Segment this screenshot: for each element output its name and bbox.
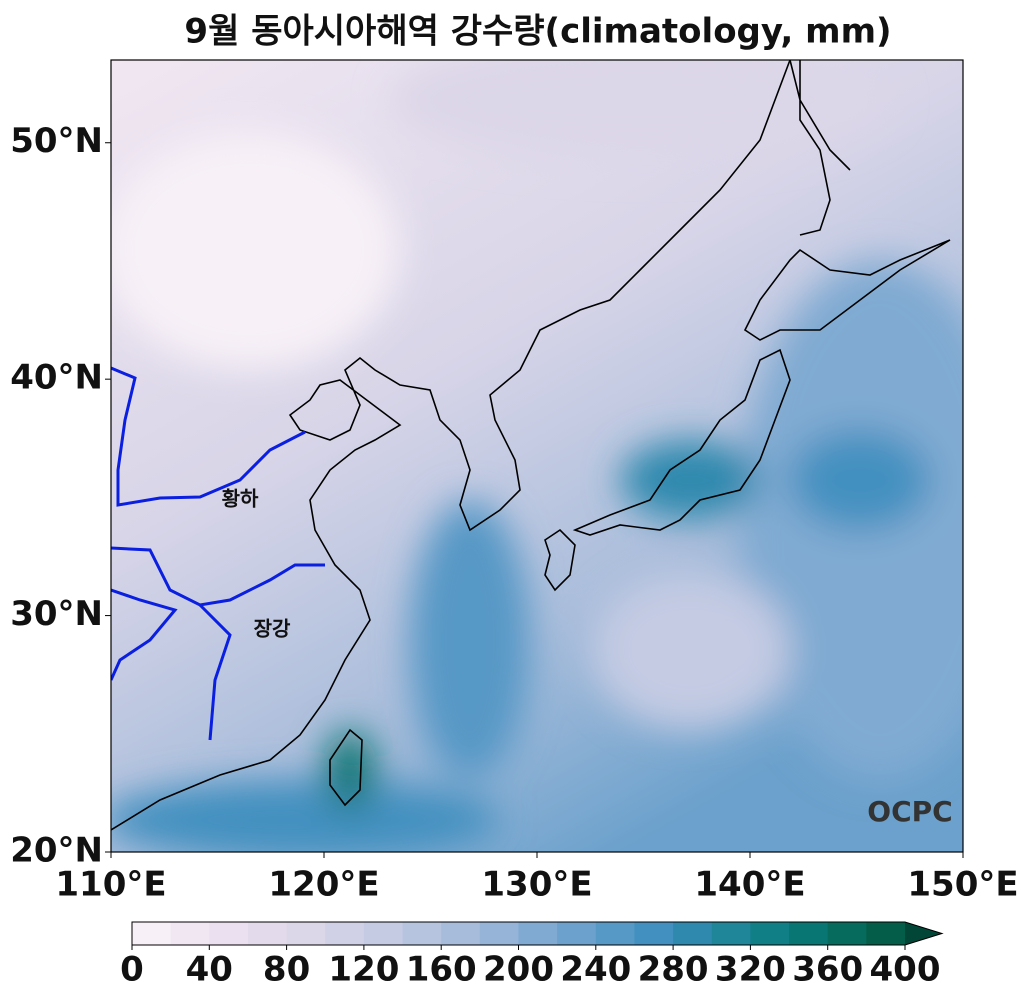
x-tick-label: 150°E xyxy=(907,865,1018,905)
colorbar-tick-label: 320 xyxy=(715,950,786,990)
river-label: 장강 xyxy=(254,617,291,641)
x-tick-label: 110°E xyxy=(55,865,166,905)
colorbar-tick-label: 280 xyxy=(638,950,709,990)
colorbar-swatch xyxy=(634,922,674,945)
precip-field: 황하 장강 OCPC xyxy=(111,60,963,852)
colorbar-swatch xyxy=(325,922,365,945)
y-tick-label: 50°N xyxy=(10,121,103,161)
colorbar-tick-label: 360 xyxy=(792,950,863,990)
colorbar-tick-label: 400 xyxy=(870,950,941,990)
river-label: 황하 xyxy=(222,487,259,511)
colorbar-swatch xyxy=(209,922,249,945)
colorbar-swatch xyxy=(595,922,635,945)
x-tick-label: 120°E xyxy=(268,865,379,905)
colorbar-swatch xyxy=(711,922,751,945)
colorbar-swatch xyxy=(170,922,210,945)
colorbar-swatch xyxy=(286,922,326,945)
colorbar-swatch xyxy=(866,922,906,945)
colorbar-tick-label: 240 xyxy=(560,950,631,990)
y-tick-label: 20°N xyxy=(10,831,103,871)
colorbar-swatch xyxy=(363,922,404,945)
colorbar-swatch xyxy=(479,922,519,945)
watermark: OCPC xyxy=(867,795,952,828)
x-tick-label: 130°E xyxy=(481,865,592,905)
title: 9월 동아시아해역 강수량(climatology, mm) xyxy=(184,12,891,52)
colorbar-tick-label: 0 xyxy=(120,950,144,990)
colorbar-tick-label: 40 xyxy=(186,950,233,990)
colorbar-tick-label: 200 xyxy=(483,950,554,990)
colorbar-extension xyxy=(905,922,942,945)
colorbar-swatch xyxy=(789,922,829,945)
colorbar-tick-label: 80 xyxy=(263,950,310,990)
colorbar-swatch xyxy=(518,922,558,945)
y-tick-label: 30°N xyxy=(10,594,103,634)
colorbar-outline xyxy=(131,921,944,946)
colorbar-tick-label: 160 xyxy=(406,950,477,990)
colorbar-tick-label: 120 xyxy=(328,950,399,990)
colorbar-swatch xyxy=(750,922,790,945)
y-tick-label: 40°N xyxy=(10,358,103,398)
colorbar-swatch xyxy=(402,922,442,945)
colorbar-swatch xyxy=(827,922,867,945)
colorbar-swatch xyxy=(673,922,713,945)
colorbar-swatch xyxy=(441,922,481,945)
x-tick-label: 140°E xyxy=(694,865,805,905)
colorbar-swatch xyxy=(247,922,288,945)
colorbar-swatch xyxy=(132,922,172,945)
colorbar-swatch xyxy=(557,922,597,945)
